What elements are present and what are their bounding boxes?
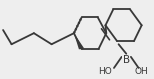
Text: HO: HO xyxy=(98,67,112,76)
Text: B: B xyxy=(123,55,130,65)
Text: OH: OH xyxy=(134,67,148,76)
Polygon shape xyxy=(74,33,84,49)
